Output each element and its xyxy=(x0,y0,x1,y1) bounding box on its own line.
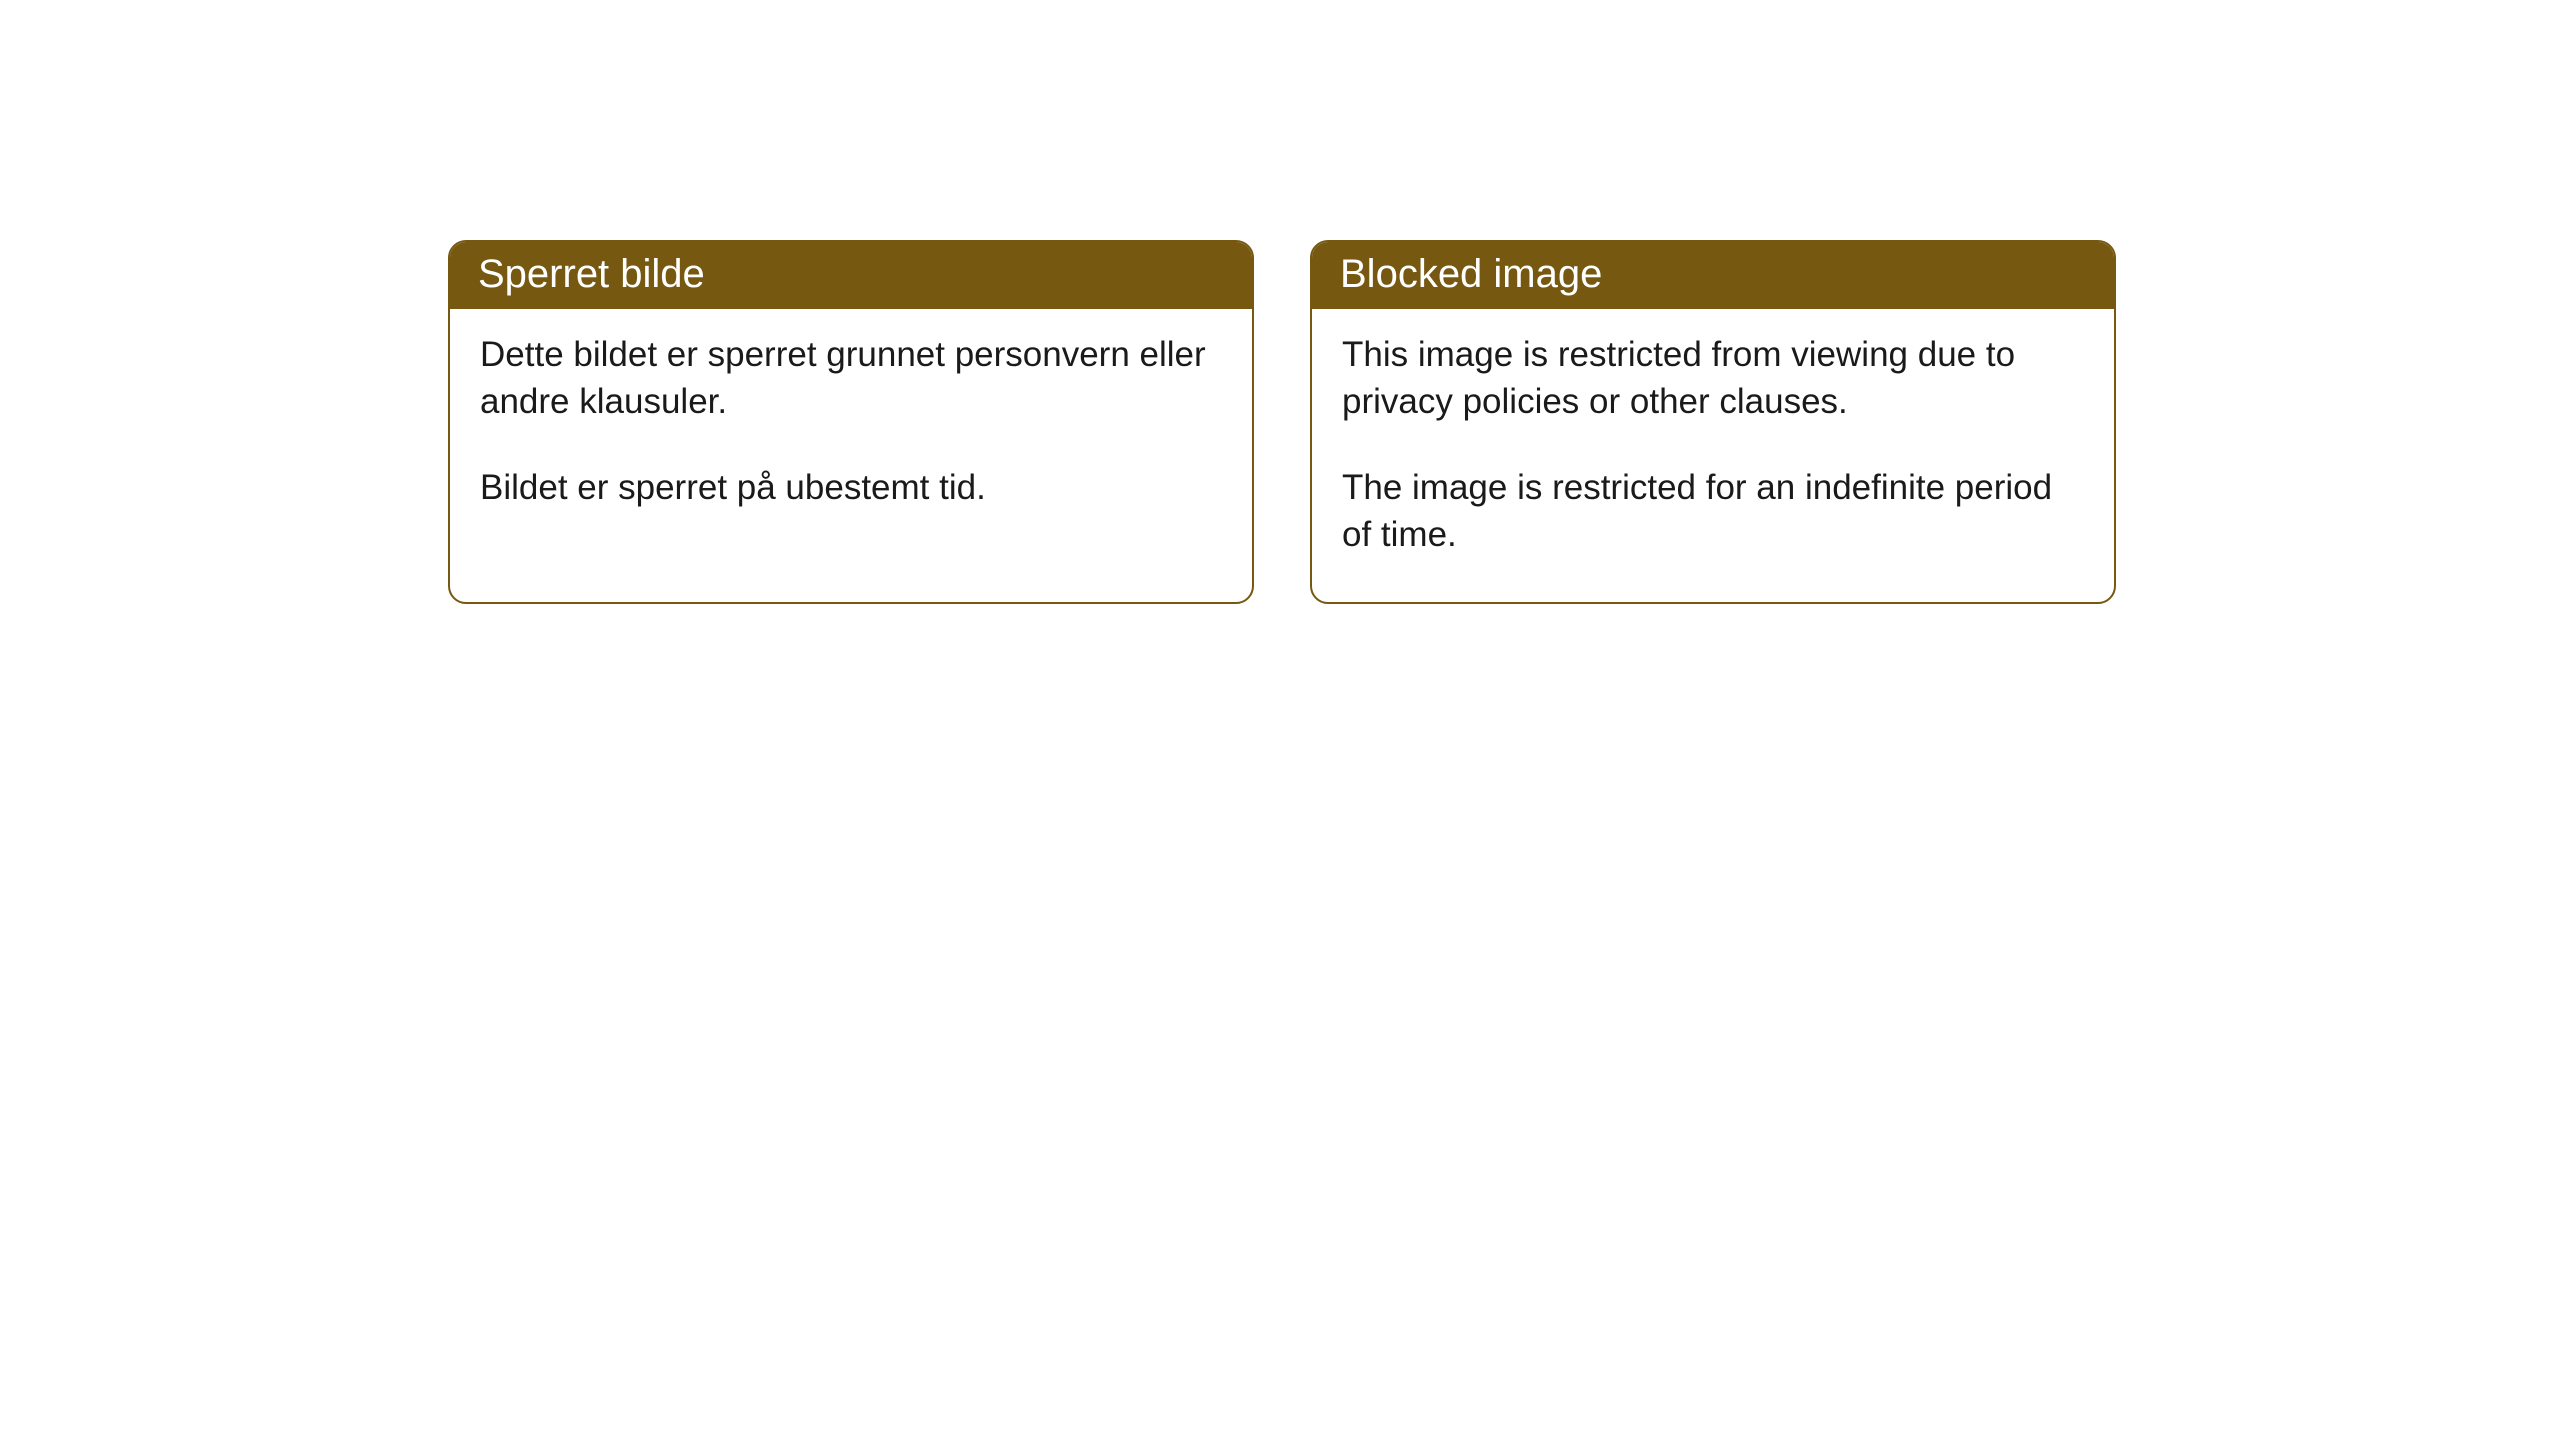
blocked-image-card-en: Blocked image This image is restricted f… xyxy=(1310,240,2116,604)
card-paragraph-2: The image is restricted for an indefinit… xyxy=(1342,464,2084,559)
card-paragraph-1: This image is restricted from viewing du… xyxy=(1342,331,2084,426)
card-title: Blocked image xyxy=(1340,252,1602,296)
cards-container: Sperret bilde Dette bildet er sperret gr… xyxy=(0,0,2560,604)
card-body: Dette bildet er sperret grunnet personve… xyxy=(450,309,1252,555)
card-body: This image is restricted from viewing du… xyxy=(1312,309,2114,602)
card-title: Sperret bilde xyxy=(478,252,705,296)
card-header: Blocked image xyxy=(1312,242,2114,309)
blocked-image-card-no: Sperret bilde Dette bildet er sperret gr… xyxy=(448,240,1254,604)
card-header: Sperret bilde xyxy=(450,242,1252,309)
card-paragraph-2: Bildet er sperret på ubestemt tid. xyxy=(480,464,1222,511)
card-paragraph-1: Dette bildet er sperret grunnet personve… xyxy=(480,331,1222,426)
